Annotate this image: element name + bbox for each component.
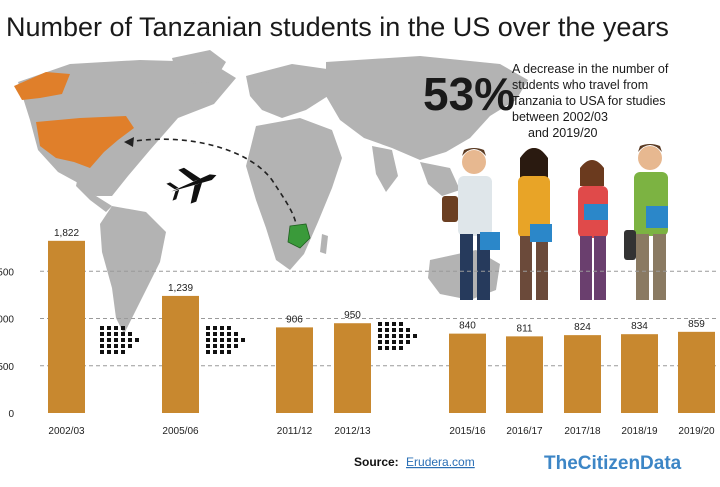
highlight-line-3: Tanzania to USA for studies — [512, 94, 666, 108]
source-label: Source: — [354, 455, 399, 469]
flight-path — [127, 138, 297, 225]
data-label-2005/06: 1,239 — [168, 283, 193, 294]
x-tick-label-2019/20: 2019/20 — [678, 426, 715, 437]
x-tick-label-2015/16: 2015/16 — [449, 426, 486, 437]
source-link[interactable]: Erudera.com — [406, 455, 475, 469]
arrows — [100, 322, 417, 354]
x-tick-label-2005/06: 2005/06 — [162, 426, 199, 437]
bar-2002/03 — [48, 240, 85, 413]
y-tick-label-1: 500 — [0, 362, 14, 373]
bar-2019/20 — [678, 331, 715, 413]
source: Source: Erudera.com — [354, 455, 475, 469]
world-map — [14, 50, 528, 334]
highlight-line-2: students who travel from — [512, 78, 648, 92]
data-labels: 1,822 1,239 906 950 840 811 824 834 859 — [54, 228, 705, 335]
y-tick-label-2: 1000 — [0, 315, 14, 326]
data-label-2016/17: 811 — [517, 323, 533, 334]
student-2 — [518, 148, 552, 300]
bar-2015/16 — [449, 333, 486, 413]
data-label-2017/18: 824 — [574, 322, 591, 333]
arrow-icon — [100, 326, 139, 354]
alaska-region — [14, 72, 70, 100]
student-4 — [624, 144, 668, 300]
highlight-percent: 53% — [423, 68, 515, 120]
x-tick-label-2002/03: 2002/03 — [48, 426, 85, 437]
y-tick-label-0: 0 — [8, 409, 14, 420]
data-label-2011/12: 906 — [286, 314, 303, 325]
brand-logo: TheCitizenData — [544, 453, 682, 474]
highlight-line-5: and 2019/20 — [528, 126, 598, 140]
bars — [48, 240, 715, 413]
usa-region — [36, 116, 134, 168]
data-label-2019/20: 859 — [688, 319, 705, 330]
bar-2016/17 — [506, 336, 543, 413]
y-axis-ticks: 0 500 1000 1500 — [0, 267, 14, 420]
x-tick-label-2012/13: 2012/13 — [334, 426, 371, 437]
bar-2017/18 — [564, 335, 601, 413]
data-label-2002/03: 1,822 — [54, 228, 79, 239]
highlight-line-1: A decrease in the number of — [512, 62, 669, 76]
x-tick-label-2016/17: 2016/17 — [506, 426, 543, 437]
bar-2005/06 — [162, 295, 199, 413]
arrow-icon — [206, 326, 245, 354]
tanzania-region — [287, 223, 311, 249]
bar-2018/19 — [621, 334, 658, 413]
data-label-2012/13: 950 — [344, 310, 361, 321]
airplane-icon — [166, 167, 217, 204]
chart-title: Number of Tanzanian students in the US o… — [6, 12, 669, 42]
students-illustration — [442, 144, 668, 300]
highlight-line-4: between 2002/03 — [512, 110, 608, 124]
arrow-icon — [378, 322, 417, 350]
flight-path-arrowhead — [124, 137, 134, 147]
student-1 — [442, 148, 500, 300]
data-label-2018/19: 834 — [631, 321, 648, 332]
y-tick-label-3: 1500 — [0, 267, 14, 278]
x-tick-label-2018/19: 2018/19 — [621, 426, 658, 437]
x-tick-label-2017/18: 2017/18 — [564, 426, 601, 437]
data-label-2015/16: 840 — [459, 321, 476, 332]
bar-2012/13 — [334, 323, 371, 413]
x-axis-ticks: 2002/03 2005/06 2011/12 2012/13 2015/16 2016/… — [48, 426, 715, 437]
bar-2011/12 — [276, 327, 313, 413]
gridlines — [40, 270, 716, 367]
student-3 — [578, 160, 608, 300]
x-tick-label-2011/12: 2011/12 — [277, 426, 313, 437]
